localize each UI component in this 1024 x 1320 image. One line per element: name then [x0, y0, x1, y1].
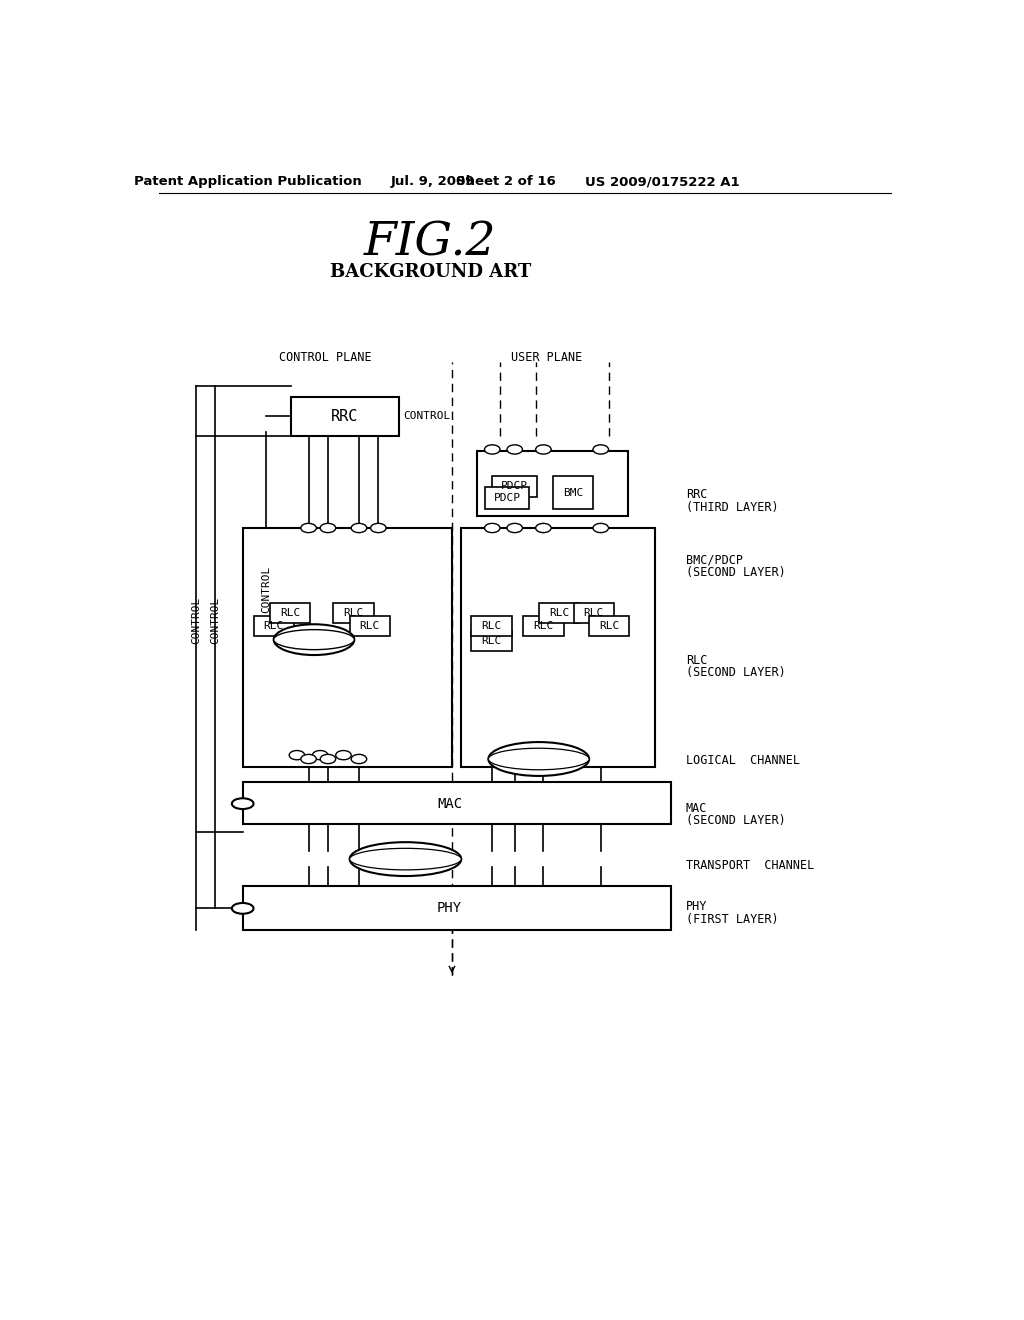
Ellipse shape — [488, 742, 589, 776]
Text: LOGICAL  CHANNEL: LOGICAL CHANNEL — [686, 754, 800, 767]
Bar — [270, 603, 310, 623]
Bar — [461, 528, 655, 767]
Text: US 2009/0175222 A1: US 2009/0175222 A1 — [586, 176, 740, 187]
Text: RLC: RLC — [359, 620, 380, 631]
Bar — [484, 487, 529, 508]
Text: RRC: RRC — [686, 488, 708, 502]
Bar — [477, 451, 628, 516]
Bar — [573, 603, 614, 623]
Text: USER PLANE: USER PLANE — [511, 351, 582, 363]
Bar — [553, 477, 593, 508]
Text: CONTROL PLANE: CONTROL PLANE — [280, 351, 372, 363]
Ellipse shape — [488, 748, 589, 770]
Ellipse shape — [231, 799, 254, 809]
Bar — [523, 616, 563, 636]
Bar — [349, 616, 390, 636]
Bar — [243, 528, 452, 767]
Ellipse shape — [312, 751, 328, 760]
Text: MAC: MAC — [437, 797, 462, 810]
Bar — [471, 631, 512, 651]
Ellipse shape — [289, 751, 305, 760]
Ellipse shape — [536, 445, 551, 454]
Ellipse shape — [336, 751, 351, 760]
Ellipse shape — [301, 523, 316, 532]
Text: CONTROL: CONTROL — [402, 412, 450, 421]
Text: RLC: RLC — [481, 620, 502, 631]
Text: CONTROL: CONTROL — [261, 566, 271, 614]
Ellipse shape — [321, 755, 336, 763]
Text: RLC: RLC — [599, 620, 620, 631]
Text: PHY: PHY — [437, 902, 462, 915]
Text: RLC: RLC — [584, 609, 604, 619]
Bar — [471, 616, 512, 636]
Text: RLC: RLC — [549, 609, 569, 619]
Ellipse shape — [593, 445, 608, 454]
Text: PHY: PHY — [686, 900, 708, 913]
Bar — [291, 397, 399, 436]
Ellipse shape — [273, 624, 354, 655]
Text: Sheet 2 of 16: Sheet 2 of 16 — [456, 176, 555, 187]
Text: FIG.2: FIG.2 — [364, 220, 497, 265]
Text: Patent Application Publication: Patent Application Publication — [134, 176, 362, 187]
Bar — [254, 616, 294, 636]
Ellipse shape — [273, 630, 354, 649]
Text: BMC: BMC — [563, 487, 583, 498]
Ellipse shape — [351, 755, 367, 763]
Text: RLC: RLC — [280, 609, 300, 619]
Text: (SECOND LAYER): (SECOND LAYER) — [686, 667, 785, 680]
Text: RLC: RLC — [534, 620, 554, 631]
Ellipse shape — [321, 523, 336, 532]
Bar — [334, 603, 374, 623]
Ellipse shape — [231, 903, 254, 913]
Text: RLC: RLC — [343, 609, 364, 619]
Bar — [539, 603, 579, 623]
Text: BACKGROUND ART: BACKGROUND ART — [330, 264, 530, 281]
Ellipse shape — [484, 445, 500, 454]
Ellipse shape — [349, 849, 461, 870]
Text: RLC: RLC — [481, 636, 502, 647]
Ellipse shape — [351, 523, 367, 532]
Ellipse shape — [484, 523, 500, 532]
Text: PDCP: PDCP — [501, 482, 528, 491]
Ellipse shape — [507, 445, 522, 454]
Ellipse shape — [507, 523, 522, 532]
Text: CONTROL: CONTROL — [210, 597, 220, 644]
Ellipse shape — [301, 755, 316, 763]
Bar — [243, 781, 671, 825]
Ellipse shape — [536, 523, 551, 532]
Ellipse shape — [349, 842, 461, 876]
Text: (THIRD LAYER): (THIRD LAYER) — [686, 500, 778, 513]
Text: TRANSPORT  CHANNEL: TRANSPORT CHANNEL — [686, 859, 814, 871]
Text: RLC: RLC — [263, 620, 284, 631]
Text: MAC: MAC — [686, 801, 708, 814]
Text: (SECOND LAYER): (SECOND LAYER) — [686, 814, 785, 828]
Bar — [493, 475, 538, 498]
Text: BMC/PDCP: BMC/PDCP — [686, 554, 743, 566]
Text: RRC: RRC — [332, 409, 358, 424]
Ellipse shape — [593, 523, 608, 532]
Bar — [243, 886, 671, 929]
Text: CONTROL: CONTROL — [191, 597, 201, 644]
Text: (FIRST LAYER): (FIRST LAYER) — [686, 912, 778, 925]
Text: (SECOND LAYER): (SECOND LAYER) — [686, 566, 785, 579]
Text: RLC: RLC — [686, 653, 708, 667]
Bar — [589, 616, 630, 636]
Text: PDCP: PDCP — [494, 492, 520, 503]
Text: Jul. 9, 2009: Jul. 9, 2009 — [390, 176, 475, 187]
Ellipse shape — [371, 523, 386, 532]
